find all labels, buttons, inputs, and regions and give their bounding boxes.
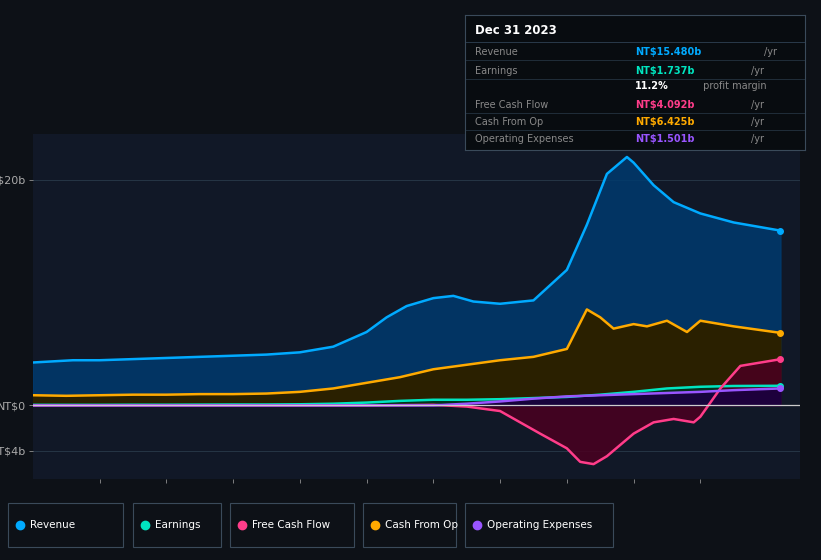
Text: /yr: /yr [764, 47, 777, 57]
Text: NT$4.092b: NT$4.092b [635, 100, 695, 110]
Text: NT$15.480b: NT$15.480b [635, 47, 701, 57]
Text: Operating Expenses: Operating Expenses [475, 133, 574, 143]
Text: Operating Expenses: Operating Expenses [487, 520, 592, 530]
Text: Dec 31 2023: Dec 31 2023 [475, 25, 557, 38]
Text: /yr: /yr [751, 100, 764, 110]
Text: Earnings: Earnings [155, 520, 200, 530]
Text: Earnings: Earnings [475, 66, 518, 76]
Text: profit margin: profit margin [699, 81, 766, 91]
Text: Free Cash Flow: Free Cash Flow [475, 100, 548, 110]
Text: 11.2%: 11.2% [635, 81, 669, 91]
Text: Revenue: Revenue [30, 520, 76, 530]
Text: NT$1.501b: NT$1.501b [635, 133, 695, 143]
Text: NT$6.425b: NT$6.425b [635, 118, 695, 127]
Text: /yr: /yr [751, 66, 764, 76]
Text: Revenue: Revenue [475, 47, 518, 57]
Text: Free Cash Flow: Free Cash Flow [252, 520, 330, 530]
Text: Cash From Op: Cash From Op [475, 118, 544, 127]
Text: /yr: /yr [751, 133, 764, 143]
Text: /yr: /yr [751, 118, 764, 127]
Text: Cash From Op: Cash From Op [385, 520, 458, 530]
Text: NT$1.737b: NT$1.737b [635, 66, 695, 76]
